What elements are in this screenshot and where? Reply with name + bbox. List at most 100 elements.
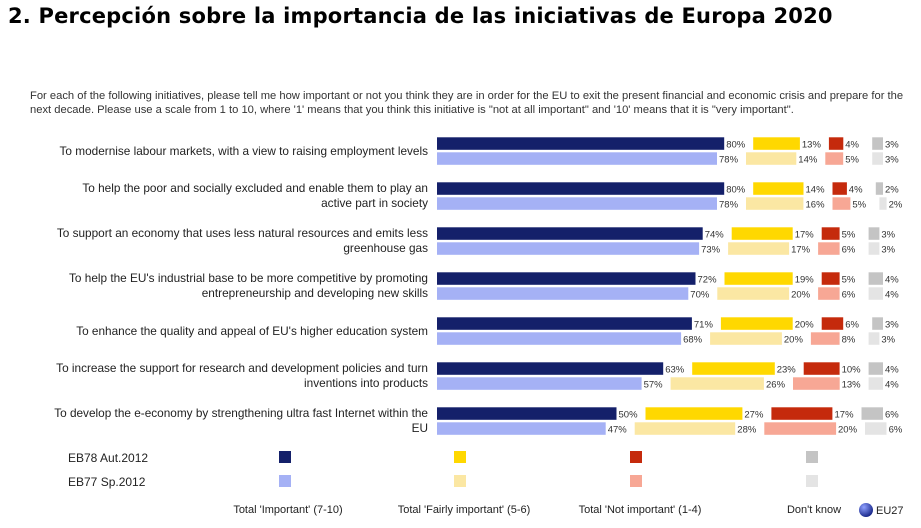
bar-fairly-important [634,422,736,435]
value-label: 28% [737,424,757,435]
value-label: 4% [885,289,899,300]
category-label: To increase the support for research and… [56,361,428,375]
bar-dont-know [868,377,883,390]
bar-fairly-important [645,407,743,420]
value-label: 10% [842,364,862,375]
bar-fairly-important [746,152,797,165]
value-label: 6% [845,319,859,330]
bar-dont-know [872,317,883,330]
value-label: 5% [842,274,856,285]
eu-globe-icon [859,503,873,517]
bar-not-important [832,182,847,195]
bar-important [437,377,642,390]
value-label: 13% [842,379,862,390]
value-label: 26% [766,379,786,390]
category-label: entrepreneurship and developing new skil… [202,286,428,300]
category-label: To support an economy that uses less nat… [57,226,428,240]
category-label: To develop the e-economy by strengthenin… [54,406,428,420]
bar-dont-know [868,287,883,300]
bar-dont-know [865,422,887,435]
bar-dont-know [868,272,883,285]
value-label: 71% [694,319,714,330]
bar-fairly-important [753,182,804,195]
legend-swatch-fairly-important [454,451,466,463]
bar-not-important [771,407,833,420]
bar-dont-know [868,242,880,255]
bar-fairly-important [731,227,793,240]
bar-fairly-important [692,362,775,375]
value-label: 4% [885,379,899,390]
bar-important [437,272,696,285]
bar-dont-know [861,407,883,420]
bar-important [437,332,682,345]
category-row: To increase the support for research and… [56,361,899,390]
survey-question: For each of the following initiatives, p… [30,90,904,116]
bar-fairly-important [724,272,793,285]
value-label: 4% [845,139,859,150]
category-label: To help the EU's industrial base to be m… [69,271,428,285]
page-title: 2. Percepción sobre la importancia de la… [8,4,833,28]
legend-answer-label: Total 'Not important' (1-4) [579,504,702,516]
value-label: 47% [608,424,628,435]
bar-fairly-important [717,287,790,300]
value-label: 20% [791,289,811,300]
category-label: active part in society [321,196,428,210]
eu27-logo: EU27 [859,503,904,517]
value-label: 5% [842,229,856,240]
value-label: 80% [726,184,746,195]
value-label: 78% [719,199,739,210]
legend-swatch-fairly-important [454,475,466,487]
value-label: 23% [777,364,797,375]
category-row: To help the EU's industrial base to be m… [69,271,899,300]
bar-fairly-important [746,197,804,210]
value-label: 78% [719,154,739,165]
value-label: 5% [845,154,859,165]
category-label: greenhouse gas [343,241,428,255]
category-row: To help the poor and socially excluded a… [82,181,903,210]
value-label: 70% [690,289,710,300]
value-label: 8% [842,334,856,345]
bar-not-important [810,332,840,345]
bar-not-important [828,137,844,150]
bar-not-important [818,242,840,255]
value-label: 4% [885,364,899,375]
bar-not-important [764,422,837,435]
category-label: To help the poor and socially excluded a… [82,181,428,195]
bar-not-important [832,197,851,210]
bar-dont-know [872,137,883,150]
value-label: 72% [698,274,718,285]
category-label: inventions into products [304,376,428,390]
legend-wave-label: EB77 Sp.2012 [68,475,146,489]
value-label: 74% [705,229,725,240]
value-label: 17% [795,229,815,240]
bar-fairly-important [670,377,764,390]
bar-fairly-important [710,332,782,345]
bar-fairly-important [720,317,793,330]
value-label: 17% [791,244,811,255]
value-label: 3% [881,229,895,240]
bar-important [437,242,700,255]
value-label: 73% [701,244,721,255]
value-label: 63% [665,364,685,375]
value-label: 16% [806,199,826,210]
bar-important [437,287,689,300]
value-label: 2% [889,199,903,210]
value-label: 5% [852,199,866,210]
bar-important [437,407,617,420]
bar-important [437,227,703,240]
value-label: 6% [842,289,856,300]
bar-dont-know [868,332,880,345]
bar-important [437,182,725,195]
legend-swatch-dont-know [806,451,818,463]
bar-important [437,362,664,375]
bar-dont-know [875,182,883,195]
value-label: 20% [795,319,815,330]
legend-answer-label: Total 'Fairly important' (5-6) [398,504,531,516]
legend-answer-label: Total 'Important' (7-10) [233,504,342,516]
value-label: 4% [885,274,899,285]
value-label: 3% [885,154,899,165]
bar-not-important [793,377,840,390]
chart-rows: To modernise labour markets, with a view… [54,137,903,435]
bar-not-important [803,362,840,375]
